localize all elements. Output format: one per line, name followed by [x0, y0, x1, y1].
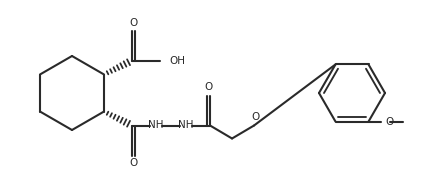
Text: NH: NH: [178, 121, 194, 130]
Text: O: O: [130, 17, 138, 27]
Text: O: O: [251, 112, 259, 122]
Text: O: O: [386, 117, 394, 127]
Text: O: O: [204, 83, 213, 93]
Text: O: O: [130, 159, 138, 168]
Text: NH: NH: [148, 121, 164, 130]
Text: OH: OH: [169, 55, 185, 65]
